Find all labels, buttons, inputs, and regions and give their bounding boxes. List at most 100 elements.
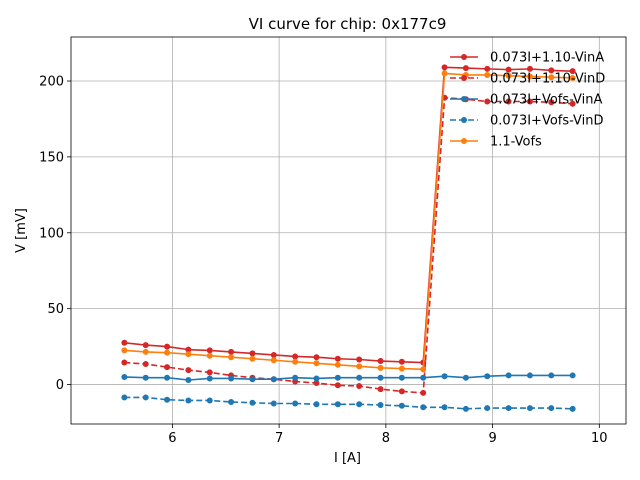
data-point [142,394,149,401]
data-point [164,374,171,381]
data-point [462,405,469,412]
legend-entry: 0.073I+Vofs-VinD [450,114,604,129]
data-point [334,374,341,381]
y-tick-label: 0 [56,378,64,393]
data-point [164,343,171,350]
data-point [121,347,128,354]
data-point [377,374,384,381]
legend: 0.073I+1.10-VinA 0.073I+1.10-VinD 0.073I+V… [450,51,605,150]
y-tick-label: 200 [39,75,64,90]
data-point [142,342,149,349]
x-axis-label: I [A] [334,451,361,466]
data-point [121,394,128,401]
data-point [548,74,555,81]
data-point [526,65,533,72]
data-point [334,355,341,362]
data-point [356,363,363,370]
data-point [462,374,469,381]
data-point [569,100,576,107]
data-point [548,372,555,379]
data-point [121,359,128,366]
data-point [206,347,213,354]
legend-label: 0.073I+Vofs-VinA [490,93,603,108]
legend-marker [461,75,467,81]
data-point [526,98,533,105]
series-3 [121,372,576,383]
data-point [121,339,128,346]
series-4 [121,394,576,412]
x-tick-label: 7 [275,431,283,446]
data-point [185,351,192,358]
data-point [505,405,512,412]
data-point [356,356,363,363]
data-point [526,372,533,379]
data-point [292,400,299,407]
data-point [505,372,512,379]
data-point [249,350,256,357]
data-point [441,70,448,77]
data-point [377,402,384,409]
data-point [228,398,235,405]
series-layer [121,64,576,412]
data-point [206,375,213,382]
series-5 [121,70,576,373]
data-point [398,402,405,409]
y-axis-label: V [mV] [14,208,29,253]
data-point [569,405,576,412]
data-point [334,401,341,408]
data-point [377,364,384,371]
data-point [420,374,427,381]
data-point [292,353,299,360]
data-point [505,66,512,73]
data-point [356,374,363,381]
data-point [548,405,555,412]
data-point [270,400,277,407]
data-point [292,358,299,365]
data-point [398,374,405,381]
series-line [124,96,573,394]
data-point [270,376,277,383]
data-point [185,346,192,353]
data-point [548,99,555,106]
data-point [185,397,192,404]
legend-marker [461,96,467,102]
data-point [334,361,341,368]
data-point [484,373,491,380]
data-point [313,354,320,361]
plot-frame [70,36,627,425]
data-point [142,374,149,381]
legend-entry: 0.073I+1.10-VinD [450,72,605,87]
data-point [164,364,171,371]
data-point [420,404,427,411]
data-point [356,383,363,390]
data-point [484,71,491,78]
data-point [249,376,256,383]
data-point [228,354,235,361]
data-point [462,65,469,72]
x-tick-label: 8 [382,431,390,446]
data-point [121,373,128,380]
data-point [505,98,512,105]
data-point [164,349,171,356]
x-tick-label: 9 [488,431,496,446]
data-point [398,365,405,372]
data-point [441,64,448,71]
data-point [484,405,491,412]
legend-entry: 1.1-Vofs [450,135,542,150]
data-point [526,73,533,80]
data-point [569,372,576,379]
x-tick-label: 6 [168,431,176,446]
data-point [185,367,192,374]
data-point [505,72,512,79]
series-line [124,66,573,364]
data-point [420,366,427,373]
data-point [313,380,320,387]
data-point [377,358,384,365]
data-point [356,401,363,408]
data-point [292,374,299,381]
data-point [142,361,149,368]
legend-entry: 0.073I+Vofs-VinA [450,93,603,108]
data-point [249,399,256,406]
legend-entry: 0.073I+1.10-VinA [450,51,604,66]
